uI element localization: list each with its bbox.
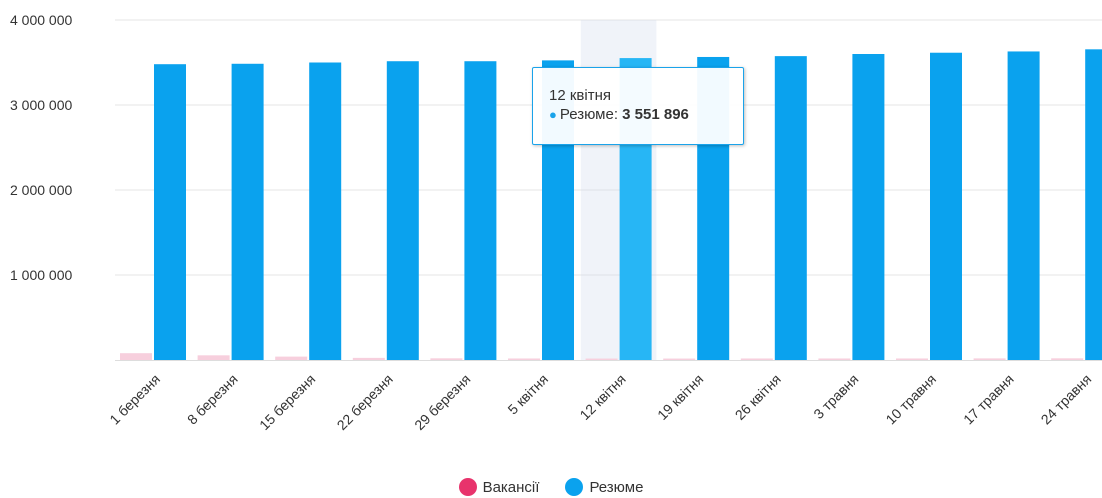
legend-item-resumes[interactable]: Резюме [565,478,643,496]
x-tick-label: 22 березня [334,371,396,433]
y-tick-label: 2 000 000 [10,182,72,198]
x-tick-label: 5 квітня [504,371,551,418]
bar-vacancies[interactable] [896,358,928,360]
x-tick-label: 19 квітня [654,371,706,423]
y-tick-label: 1 000 000 [10,267,72,283]
legend-dot-resumes [565,478,584,496]
bar-vacancies[interactable] [120,353,152,360]
bar-vacancies[interactable] [275,356,308,360]
x-tick-label: 3 травня [810,371,861,422]
x-tick-label: 24 травня [1038,371,1095,428]
tooltip-title: 12 квітня [549,87,611,104]
bar-vacancies[interactable] [508,358,540,360]
bar-vacancies[interactable] [740,358,773,360]
tooltip-value: 3 551 896 [622,106,689,123]
bar-vacancies[interactable] [197,355,230,360]
bar-vacancies[interactable] [430,358,463,360]
legend: Вакансії Резюме [0,476,1102,498]
bar-resumes[interactable] [1007,51,1040,360]
bar-vacancies[interactable] [1051,358,1084,360]
bars [120,49,1102,361]
bar-resumes[interactable] [231,63,264,361]
bar-vacancies[interactable] [585,358,618,360]
legend-dot-vacancies [458,478,477,496]
tooltip-series-label: Резюме: [559,106,618,123]
legend-label-resumes: Резюме [589,478,644,496]
y-tick-label: 4 000 000 [10,12,72,28]
x-tick-label: 17 травня [960,371,1017,428]
bar-resumes[interactable] [386,61,419,360]
y-tick-label: 3 000 000 [10,97,72,113]
x-tick-label: 12 квітня [576,371,628,423]
bar-resumes[interactable] [774,56,807,360]
x-tick-label: 29 березня [411,371,473,433]
bar-vacancies[interactable] [352,357,385,360]
bar-resumes[interactable] [464,61,497,360]
bar-resumes[interactable] [852,54,885,360]
bar-resumes[interactable] [309,62,342,361]
bar-vacancies[interactable] [818,358,851,360]
x-tick-label: 1 березня [106,371,163,428]
legend-label-vacancies: Вакансії [482,478,540,496]
x-tick-label: 10 травня [882,371,939,428]
tooltip-row: ● Резюме: 3 551 896 [549,106,743,123]
x-tick-label: 15 березня [256,371,318,433]
x-axis-ticks: 1 березня 8 березня 15 березня 22 березня 29… [106,371,1094,433]
bar-resumes[interactable] [930,52,962,360]
tooltip: 12 квітня ● Резюме: 3 551 896 [532,67,744,145]
tooltip-series-dot: ● [549,107,557,122]
y-axis-ticks: 1 000 000 2 000 000 3 000 000 4 000 000 [10,12,72,283]
x-tick-label: 26 квітня [732,371,784,423]
bar-vacancies[interactable] [663,358,696,360]
x-tick-label: 8 березня [184,371,241,428]
legend-item-vacancies[interactable]: Вакансії [458,478,540,496]
bar-vacancies[interactable] [973,358,1006,360]
bar-resumes[interactable] [1085,49,1102,360]
bar-resumes[interactable] [154,64,186,360]
